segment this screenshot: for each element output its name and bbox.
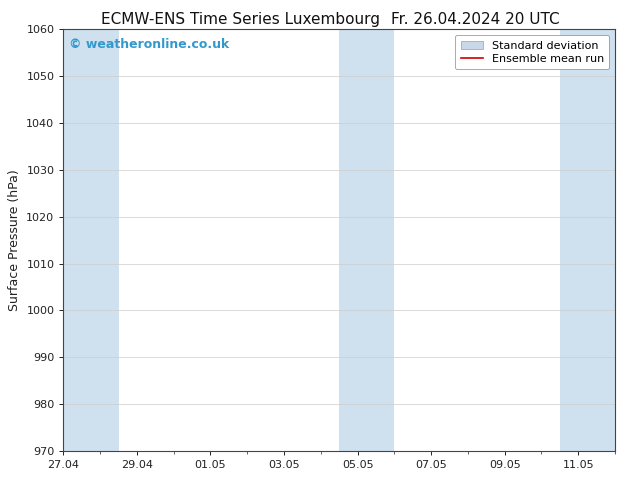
Text: ECMW-ENS Time Series Luxembourg: ECMW-ENS Time Series Luxembourg xyxy=(101,12,380,27)
Text: © weatheronline.co.uk: © weatheronline.co.uk xyxy=(69,38,229,51)
Legend: Standard deviation, Ensemble mean run: Standard deviation, Ensemble mean run xyxy=(455,35,609,70)
Bar xyxy=(339,29,394,451)
Y-axis label: Surface Pressure (hPa): Surface Pressure (hPa) xyxy=(8,169,21,311)
Bar xyxy=(560,29,615,451)
Text: Fr. 26.04.2024 20 UTC: Fr. 26.04.2024 20 UTC xyxy=(391,12,560,27)
Bar xyxy=(63,29,119,451)
